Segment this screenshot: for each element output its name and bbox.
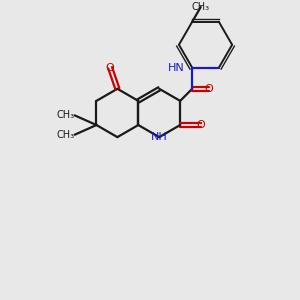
Text: O: O (205, 84, 213, 94)
Text: O: O (106, 63, 115, 73)
Text: HN: HN (168, 63, 185, 73)
Text: CH₃: CH₃ (57, 110, 75, 120)
Text: NH: NH (151, 132, 168, 142)
Text: CH₃: CH₃ (57, 130, 75, 140)
Text: CH₃: CH₃ (192, 2, 210, 12)
Text: O: O (197, 120, 206, 130)
